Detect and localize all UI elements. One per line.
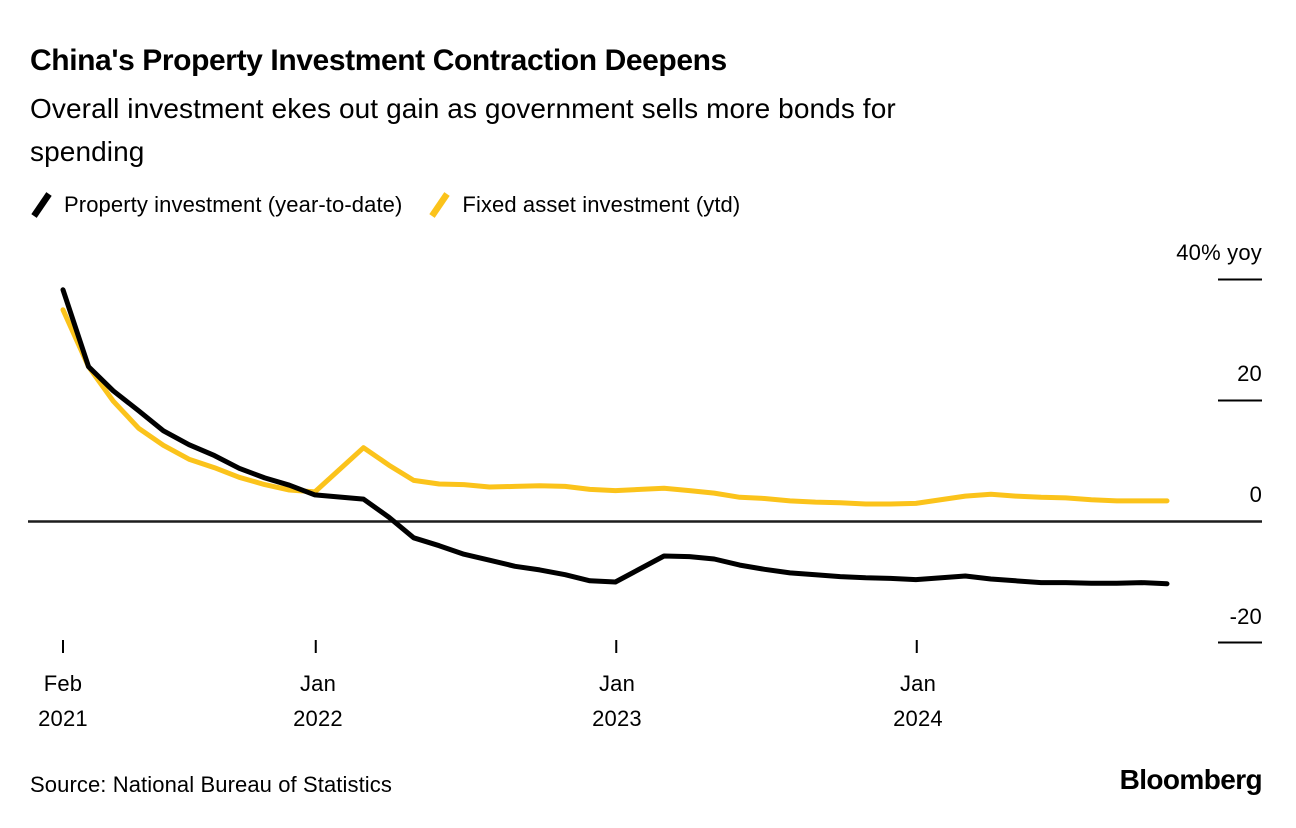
legend-item-fixed-asset-investment: Fixed asset investment (ytd) — [428, 190, 740, 220]
x-tick-year: 2023 — [592, 706, 642, 731]
y-axis-tick-label-0: 0 — [1249, 482, 1262, 507]
chart-subtitle-line-1: Overall investment ekes out gain as gove… — [30, 93, 896, 124]
x-axis-tick-label-jan-2023: Jan 2023 — [557, 666, 677, 736]
chart-subtitle: Overall investment ekes out gain as gove… — [30, 87, 896, 173]
x-tick-month: Jan — [299, 671, 337, 696]
yellow-slash-icon — [429, 192, 451, 218]
chart-legend: Property investment (year-to-date) Fixed… — [30, 190, 740, 220]
legend-label-fixed-asset-investment: Fixed asset investment (ytd) — [462, 192, 741, 217]
black-slash-icon — [31, 192, 52, 218]
x-tick-year: 2024 — [893, 706, 943, 731]
y-axis-tick-label-20: 20 — [1237, 361, 1262, 386]
chart-subtitle-line-2: spending — [30, 136, 145, 167]
x-tick-month: Feb — [43, 671, 83, 696]
bloomberg-logo: Bloomberg — [1119, 764, 1263, 795]
legend-item-property-investment: Property investment (year-to-date) — [30, 190, 402, 220]
y-axis-tick-label-40: 40% yoy — [1176, 240, 1262, 265]
x-tick-month: Jan — [598, 671, 636, 696]
x-axis-tick-label-feb-2021: Feb 2021 — [3, 666, 123, 736]
x-axis-tick-label-jan-2022: Jan 2022 — [258, 666, 378, 736]
x-axis-tick-label-jan-2024: Jan 2024 — [858, 666, 978, 736]
x-tick-year: 2022 — [293, 706, 343, 731]
x-tick-month: Jan — [899, 671, 937, 696]
legend-label-property-investment: Property investment (year-to-date) — [64, 192, 403, 217]
y-axis-tick-label-minus20: -20 — [1229, 604, 1262, 629]
x-tick-year: 2021 — [38, 706, 88, 731]
source-attribution: Source: National Bureau of Statistics — [30, 772, 392, 797]
page-title: China's Property Investment Contraction … — [30, 44, 727, 77]
